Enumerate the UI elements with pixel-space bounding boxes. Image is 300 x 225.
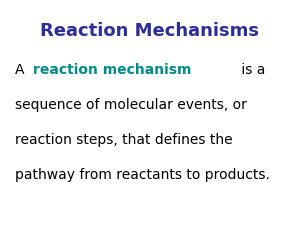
- Text: reaction mechanism: reaction mechanism: [33, 63, 191, 77]
- Text: reaction steps, that defines the: reaction steps, that defines the: [15, 133, 232, 147]
- Text: is a: is a: [237, 63, 266, 77]
- Text: Reaction Mechanisms: Reaction Mechanisms: [40, 22, 260, 40]
- Text: sequence of molecular events, or: sequence of molecular events, or: [15, 98, 247, 112]
- Text: A: A: [15, 63, 29, 77]
- Text: pathway from reactants to products.: pathway from reactants to products.: [15, 168, 270, 182]
